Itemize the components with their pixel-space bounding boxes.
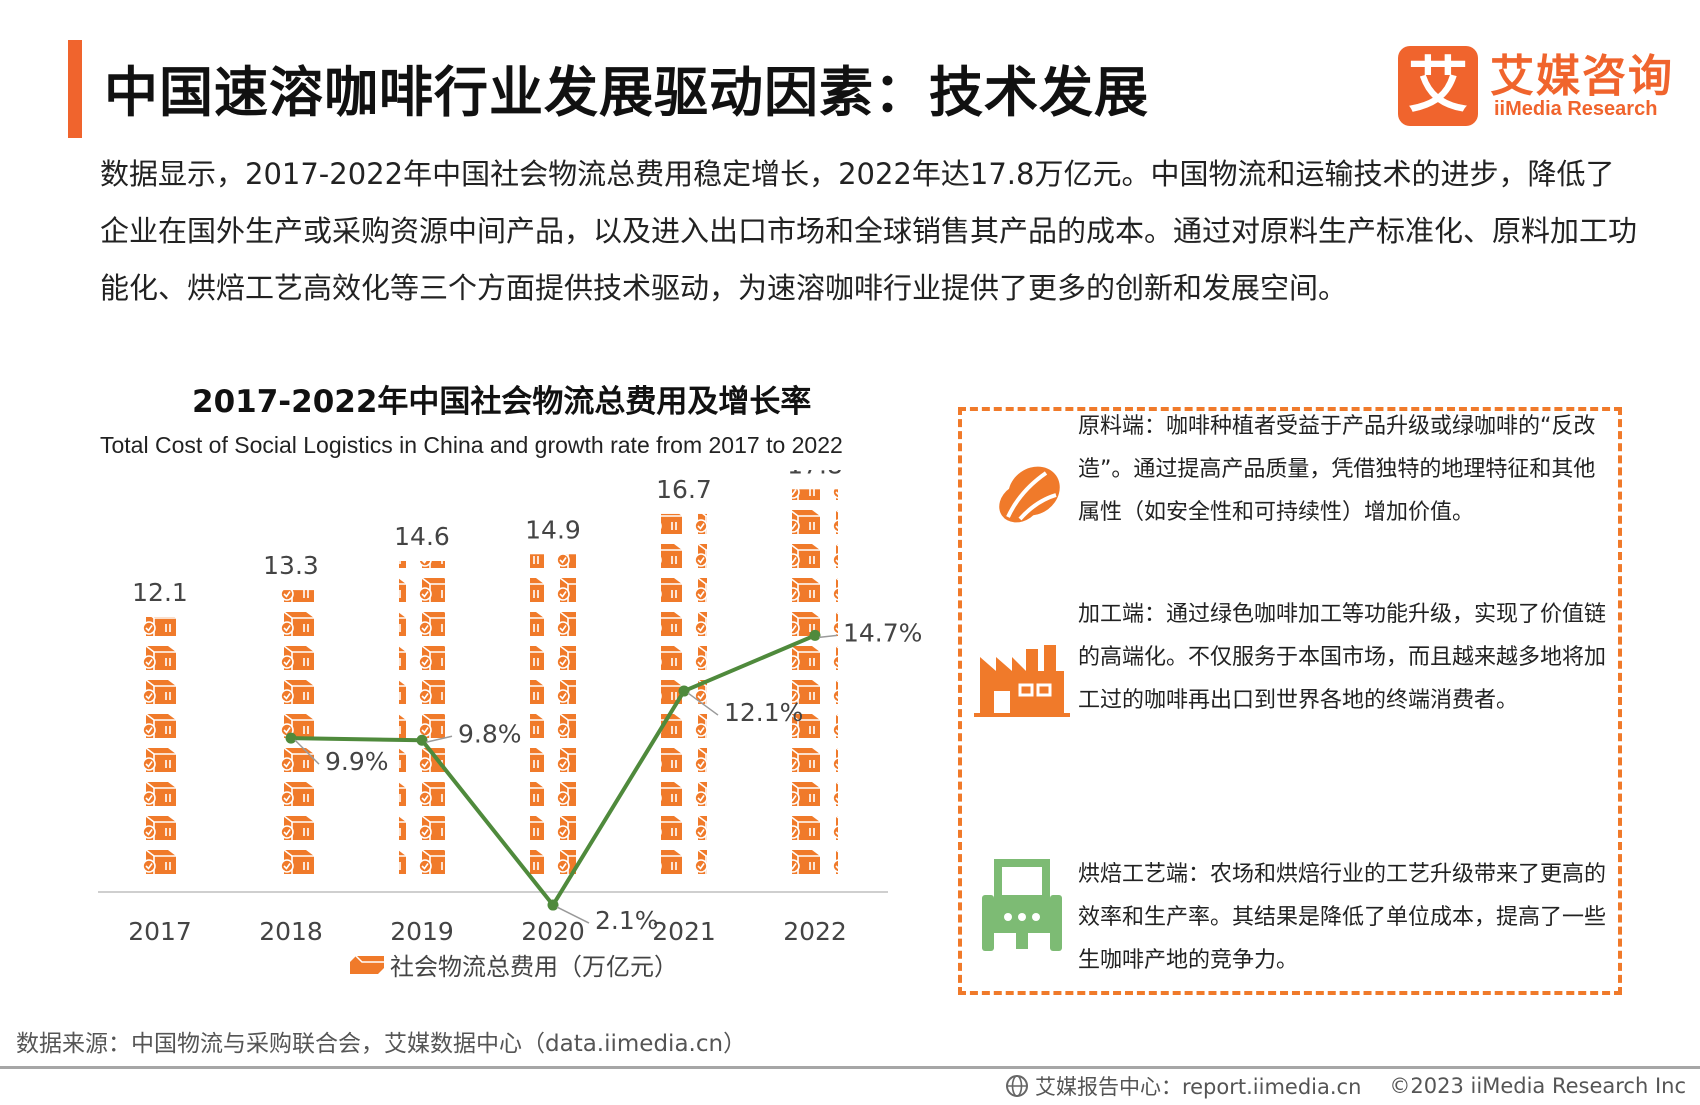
bar-value-label: 16.7 <box>656 475 712 504</box>
logo-cn-text: 艾媒咨询 <box>1490 51 1674 102</box>
bar-value-label: 17.8 <box>787 470 843 479</box>
x-tick-label: 2019 <box>390 917 454 946</box>
footer-copyright: ©2023 iiMedia Research Inc <box>1389 1074 1686 1098</box>
growth-rate-label: 9.8% <box>458 719 522 748</box>
x-tick-label: 2017 <box>128 917 192 946</box>
x-tick-label: 2022 <box>783 917 847 946</box>
growth-rate-point <box>285 732 297 744</box>
legend-label: 社会物流总费用（万亿元） <box>390 953 678 981</box>
rate-label-leader <box>556 906 590 924</box>
bar-2019 <box>399 560 445 884</box>
rate-label-leader <box>425 735 453 744</box>
footer-report-link[interactable]: 艾媒报告中心：report.iimedia.cn <box>1034 1075 1362 1099</box>
drivers-panel: 原料端：咖啡种植者受益于产品升级或绿咖啡的“反改造”。通过提高产品质量，凭借独特… <box>958 407 1622 995</box>
bar-2022 <box>792 489 838 884</box>
growth-rate-point <box>416 734 428 746</box>
tractor-icon <box>982 859 1062 959</box>
brand-logo: 艾 艾媒咨询 iiMedia Research <box>1398 46 1678 130</box>
x-tick-label: 2018 <box>259 917 323 946</box>
rate-label-leader <box>687 692 719 716</box>
footer: 艾媒报告中心：report.iimedia.cn ©2023 iiMedia R… <box>1005 1071 1686 1101</box>
bar-value-label: 12.1 <box>132 578 188 607</box>
growth-rate-label: 14.7% <box>843 618 922 647</box>
data-source: 数据来源：中国物流与采购联合会，艾媒数据中心（data.iimedia.cn） <box>16 1031 747 1057</box>
panel-item-raw-material: 原料端：咖啡种植者受益于产品升级或绿咖啡的“反改造”。通过提高产品质量，凭借独特… <box>1078 414 1596 525</box>
growth-rate-label: 2.1% <box>595 906 659 935</box>
growth-rate-point <box>678 685 690 697</box>
chart-subtitle: Total Cost of Social Logistics in China … <box>100 432 843 458</box>
logo-en-text: iiMedia Research <box>1494 98 1658 120</box>
bar-value-label: 14.9 <box>525 515 581 544</box>
intro-paragraph: 数据显示，2017-2022年中国社会物流总费用稳定增长，2022年达17.8万… <box>100 157 1638 305</box>
legend: 社会物流总费用（万亿元） <box>350 953 678 981</box>
bar-2017 <box>137 616 183 884</box>
x-tick-label: 2021 <box>652 917 716 946</box>
coffee-bean-icon <box>990 457 1066 537</box>
globe-icon <box>1005 1075 1028 1097</box>
bar-2020 <box>530 554 576 884</box>
factory-icon <box>974 641 1070 725</box>
growth-rate-point <box>809 629 821 641</box>
x-tick-label: 2020 <box>521 917 585 946</box>
growth-rate-label: 9.9% <box>325 747 389 776</box>
panel-item-roasting: 烘焙工艺端：农场和烘焙行业的工艺升级带来了更高的效率和生产率。其结果是降低了单位… <box>1078 862 1607 973</box>
chart-title: 2017-2022年中国社会物流总费用及增长率 <box>192 384 812 420</box>
growth-rate-label: 12.1% <box>724 698 803 727</box>
bar-value-label: 14.6 <box>394 522 450 551</box>
title-accent-bar <box>68 40 82 138</box>
footer-divider <box>0 1066 1700 1069</box>
growth-rate-point <box>547 899 559 911</box>
bar-2021 <box>661 513 707 884</box>
logistics-cost-chart: 12.1 2017 13.3 2018 14.6 2019 14.9 2020 16.7 2021… <box>98 470 922 981</box>
logo-mark: 艾 <box>1398 46 1478 126</box>
legend-swatch <box>350 955 384 974</box>
rate-label-leader <box>294 739 320 765</box>
panel-item-processing: 加工端：通过绿色咖啡加工等功能升级，实现了价值链的高端化。不仅服务于本国市场，而… <box>1078 602 1607 713</box>
page-title: 中国速溶咖啡行业发展驱动因素：技术发展 <box>104 61 1149 124</box>
bar-value-label: 13.3 <box>263 551 319 580</box>
rate-label-leader <box>818 634 838 639</box>
